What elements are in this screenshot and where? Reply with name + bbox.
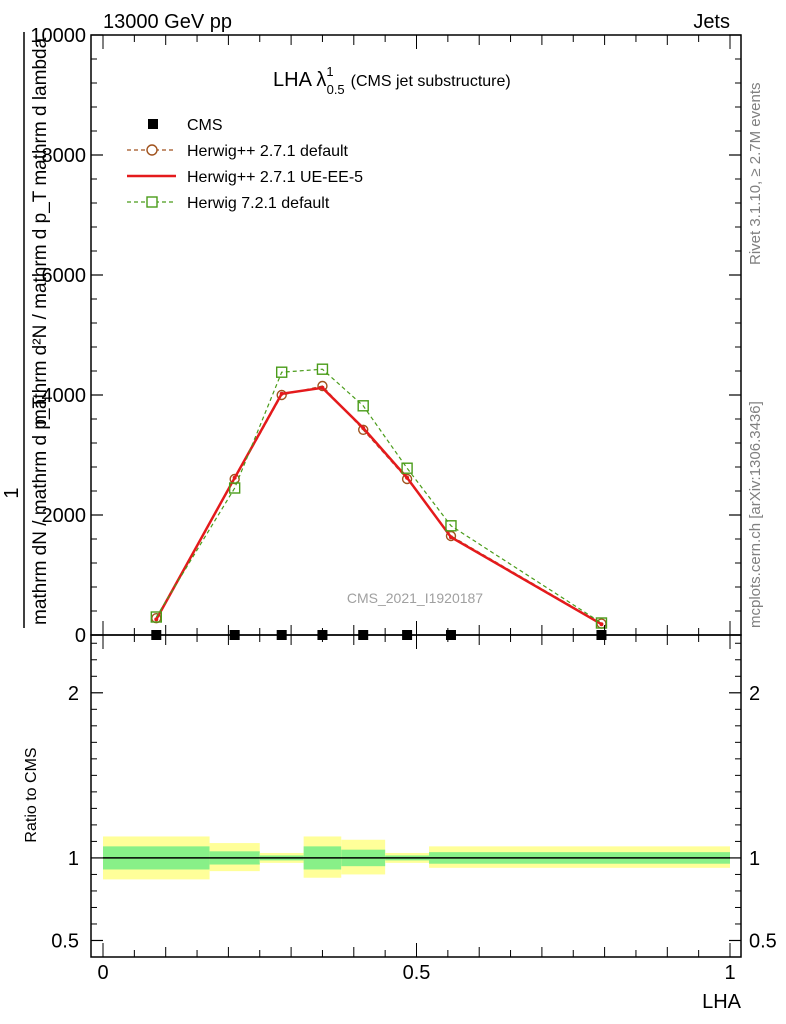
main-ylabel-main: mathrm d²N / mathrm d p_T mathrm d lambd… — [30, 37, 51, 425]
ratio-axes: 0.5 0.5 1 1 2 2 0 0.5 1 — [51, 634, 777, 984]
legend-label: CMS — [187, 117, 223, 134]
ratio-y-tick-label: 0.5 — [51, 930, 79, 952]
mcplots-site-label: mcplots.cern.ch [arXiv:1306.3436] — [747, 401, 764, 628]
ratio-y-tick-label-right: 2 — [749, 683, 760, 705]
legend-marker — [146, 144, 158, 156]
data-point-herwigpp-ueee5 — [154, 617, 159, 622]
ratio-y-tick-label-right: 0.5 — [749, 930, 777, 952]
main-series-layer — [150, 363, 608, 640]
data-point-herwig7 — [445, 520, 457, 532]
x-tick-label: 0.5 — [403, 962, 431, 984]
data-point-herwig7 — [357, 400, 369, 412]
series-line-1 — [155, 385, 602, 625]
series-line-2 — [155, 386, 603, 626]
y-tick-label: 10000 — [30, 25, 86, 47]
legend-entry-0: CMS — [148, 117, 223, 134]
y-tick-label: 2000 — [42, 505, 87, 527]
data-point-herwig7 — [150, 611, 162, 623]
series-3 — [150, 363, 608, 629]
data-point-herwigpp-default — [445, 530, 457, 542]
chart-title-main: LHA λ — [273, 69, 326, 91]
legend: CMS Herwig++ 2.7.1 default Herwig++ 2.7.1 … — [127, 117, 363, 212]
legend-marker — [146, 196, 158, 208]
data-point-herwig7 — [275, 366, 288, 378]
analysis-watermark: CMS_2021_I1920187 — [347, 590, 483, 606]
chart-title-sup: 1 — [326, 64, 333, 79]
ratio-y-tick-label: 1 — [68, 848, 79, 870]
data-point-herwigpp-default — [358, 424, 369, 435]
main-ylabel-numerator: 1 — [1, 487, 23, 498]
data-point-herwig7 — [316, 363, 329, 375]
data-point-herwigpp-ueee5 — [320, 385, 325, 390]
category-label: Jets — [693, 11, 730, 33]
rivet-version-label: Rivet 3.1.10, ≥ 2.7M events — [747, 83, 764, 266]
legend-marker — [148, 119, 158, 129]
data-point-herwigpp-default — [401, 473, 413, 485]
data-point-herwigpp-default — [317, 380, 328, 392]
ratio-y-tick-label-right: 1 — [749, 848, 760, 870]
x-tick-label: 0 — [97, 962, 108, 984]
data-point-herwigpp-ueee5 — [361, 426, 366, 430]
data-point-herwig7 — [595, 617, 608, 629]
legend-label: Herwig 7.2.1 default — [187, 195, 330, 212]
series-line-3 — [155, 368, 602, 624]
legend-entry-3: Herwig 7.2.1 default — [127, 195, 330, 212]
ratio-ylabel: Ratio to CMS — [23, 747, 40, 842]
chart-title-sub: 0.5 — [327, 82, 345, 97]
y-tick-label: 0 — [75, 625, 86, 647]
chart-title-note: (CMS jet substructure) — [351, 73, 511, 90]
data-point-herwigpp-ueee5 — [405, 475, 410, 480]
data-point-herwigpp-ueee5 — [232, 475, 237, 480]
main-ylabel: 1 mathrm dN / mathrm d p_T mathrm d²N / … — [1, 32, 51, 628]
y-tick-label: 8000 — [42, 145, 87, 167]
energy-label: 13000 GeV pp — [103, 11, 232, 33]
x-axis-label: LHA — [702, 991, 742, 1013]
y-tick-label: 6000 — [42, 265, 87, 287]
ratio-bands — [103, 836, 730, 880]
data-point-herwigpp-ueee5 — [279, 391, 284, 396]
ratio-frame — [90, 634, 742, 958]
legend-entry-2: Herwig++ 2.7.1 UE-EE-5 — [127, 169, 363, 186]
legend-entry-1: Herwig++ 2.7.1 default — [127, 143, 349, 160]
x-tick-label: 1 — [724, 962, 735, 984]
y-tick-label: 4000 — [42, 385, 87, 407]
data-point-herwig7 — [401, 462, 413, 474]
main-ylabel-denominator: mathrm dN / mathrm d p_T — [30, 397, 51, 625]
main-axes: 0 2000 4000 6000 8000 10000 — [30, 25, 742, 647]
legend-label: Herwig++ 2.7.1 default — [187, 143, 349, 160]
data-point-herwigpp-ueee5 — [599, 622, 604, 627]
data-point-herwig7 — [228, 482, 241, 494]
ratio-y-tick-label: 2 — [68, 683, 79, 705]
chart-title: LHA λ1 0.5 (CMS jet substructure) — [273, 64, 511, 97]
data-point-herwigpp-ueee5 — [448, 535, 453, 540]
data-point-herwigpp-default — [276, 389, 287, 401]
series-2 — [154, 385, 604, 627]
legend-label: Herwig++ 2.7.1 UE-EE-5 — [187, 169, 363, 186]
